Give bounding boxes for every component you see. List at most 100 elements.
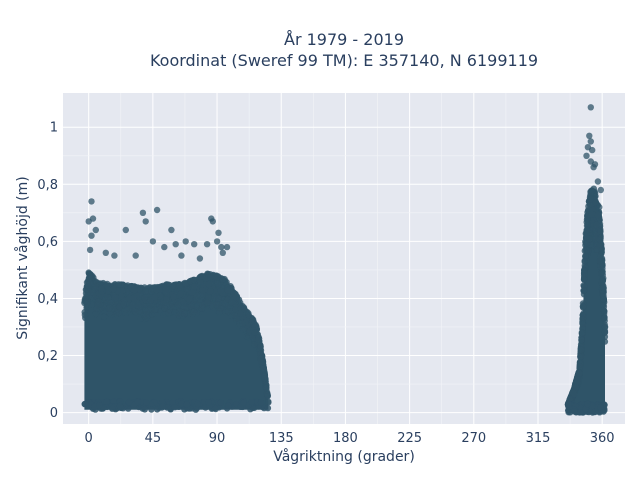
scatter-point [126,399,132,405]
scatter-point [257,358,263,364]
scatter-point [578,337,584,343]
scatter-point [584,217,590,223]
scatter-point [224,244,230,250]
scatter-point [82,312,88,318]
scatter-point [208,274,214,280]
scatter-point [90,215,96,221]
y-tick-label: 0,4 [37,292,58,307]
scatter-point [218,400,224,406]
scatter-point [204,241,210,247]
scatter-point [178,252,184,258]
scatter-point [173,241,179,247]
scatter-point [135,399,141,405]
scatter-point [588,138,594,144]
scatter-point [200,287,206,293]
scatter-point [213,301,219,307]
x-axis-title: Vågriktning (grader) [273,448,415,465]
scatter-point [214,238,220,244]
scatter-point [135,303,141,309]
scatter-point [587,196,593,202]
scatter-point [191,309,197,315]
scatter-point [154,207,160,213]
scatter-point [104,399,110,405]
scatter-point [595,212,601,218]
scatter-point [224,287,230,293]
scatter-point [580,303,586,309]
scatter-point [87,247,93,253]
scatter-point [98,286,104,292]
scatter-point [120,301,126,307]
scatter-point [176,283,182,289]
scatter-point [141,295,147,301]
scatter-point [123,315,129,321]
scatter-point [123,227,129,233]
scatter-point [580,321,586,327]
scatter-point [142,406,148,412]
scatter-point [213,406,219,412]
scatter-point [113,294,119,300]
scatter-point [106,306,112,312]
scatter-point [94,306,100,312]
scatter-point [170,294,176,300]
scatter-point [151,307,157,313]
y-tick-label: 0 [50,406,58,421]
scatter-point [581,270,587,276]
scatter-point [215,295,221,301]
scatter-point [260,366,266,372]
scatter-point [241,400,247,406]
scatter-point [96,402,102,408]
scatter-point [586,133,592,139]
scatter-point [206,281,212,287]
scatter-point [601,315,607,321]
scatter-point [225,403,231,409]
scatter-point [582,258,588,264]
y-tick-label: 0,2 [37,349,58,364]
scatter-point [582,248,588,254]
scatter-point [566,401,572,407]
scatter-point [219,276,225,282]
scatter-point [580,330,586,336]
scatter-point [143,218,149,224]
scatter-point [189,290,195,296]
x-tick-label: 135 [269,431,294,446]
y-tick-label: 0,8 [37,178,58,193]
scatter-point [88,233,94,239]
scatter-point [218,244,224,250]
scatter-point [191,277,197,283]
scatter-point [258,400,264,406]
scatter-point [571,408,577,414]
scatter-point [218,288,224,294]
scatter-point [576,370,582,376]
scatter-point [101,314,107,320]
scatter-point [163,296,169,302]
scatter-point [117,403,123,409]
scatter-point [183,280,189,286]
scatter-point [600,307,606,313]
scatter-point [594,247,600,253]
scatter-point [161,305,167,311]
scatter-point [129,302,135,308]
scatter-point [83,295,89,301]
scatter-point [249,399,255,405]
scatter-point [597,404,603,410]
scatter-point [184,402,190,408]
scatter-point [578,346,584,352]
y-tick-label: 0,6 [37,235,58,250]
x-tick-label: 360 [590,431,615,446]
x-tick-label: 180 [333,431,358,446]
y-axis-title: Signifikant våghöjd (m) [14,176,31,339]
scatter-point [142,288,148,294]
scatter-point [87,280,93,286]
scatter-point [228,299,234,305]
scatter-point [577,409,583,415]
scatter-point [88,198,94,204]
y-tick-label: 1 [50,121,58,136]
scatter-point [140,210,146,216]
scatter-point [589,211,595,217]
scatter-point [216,308,222,314]
scatter-point [231,290,237,296]
scatter-point [580,314,586,320]
scatter-point [178,401,184,407]
chart-title-line1: År 1979 - 2019 [284,30,404,49]
